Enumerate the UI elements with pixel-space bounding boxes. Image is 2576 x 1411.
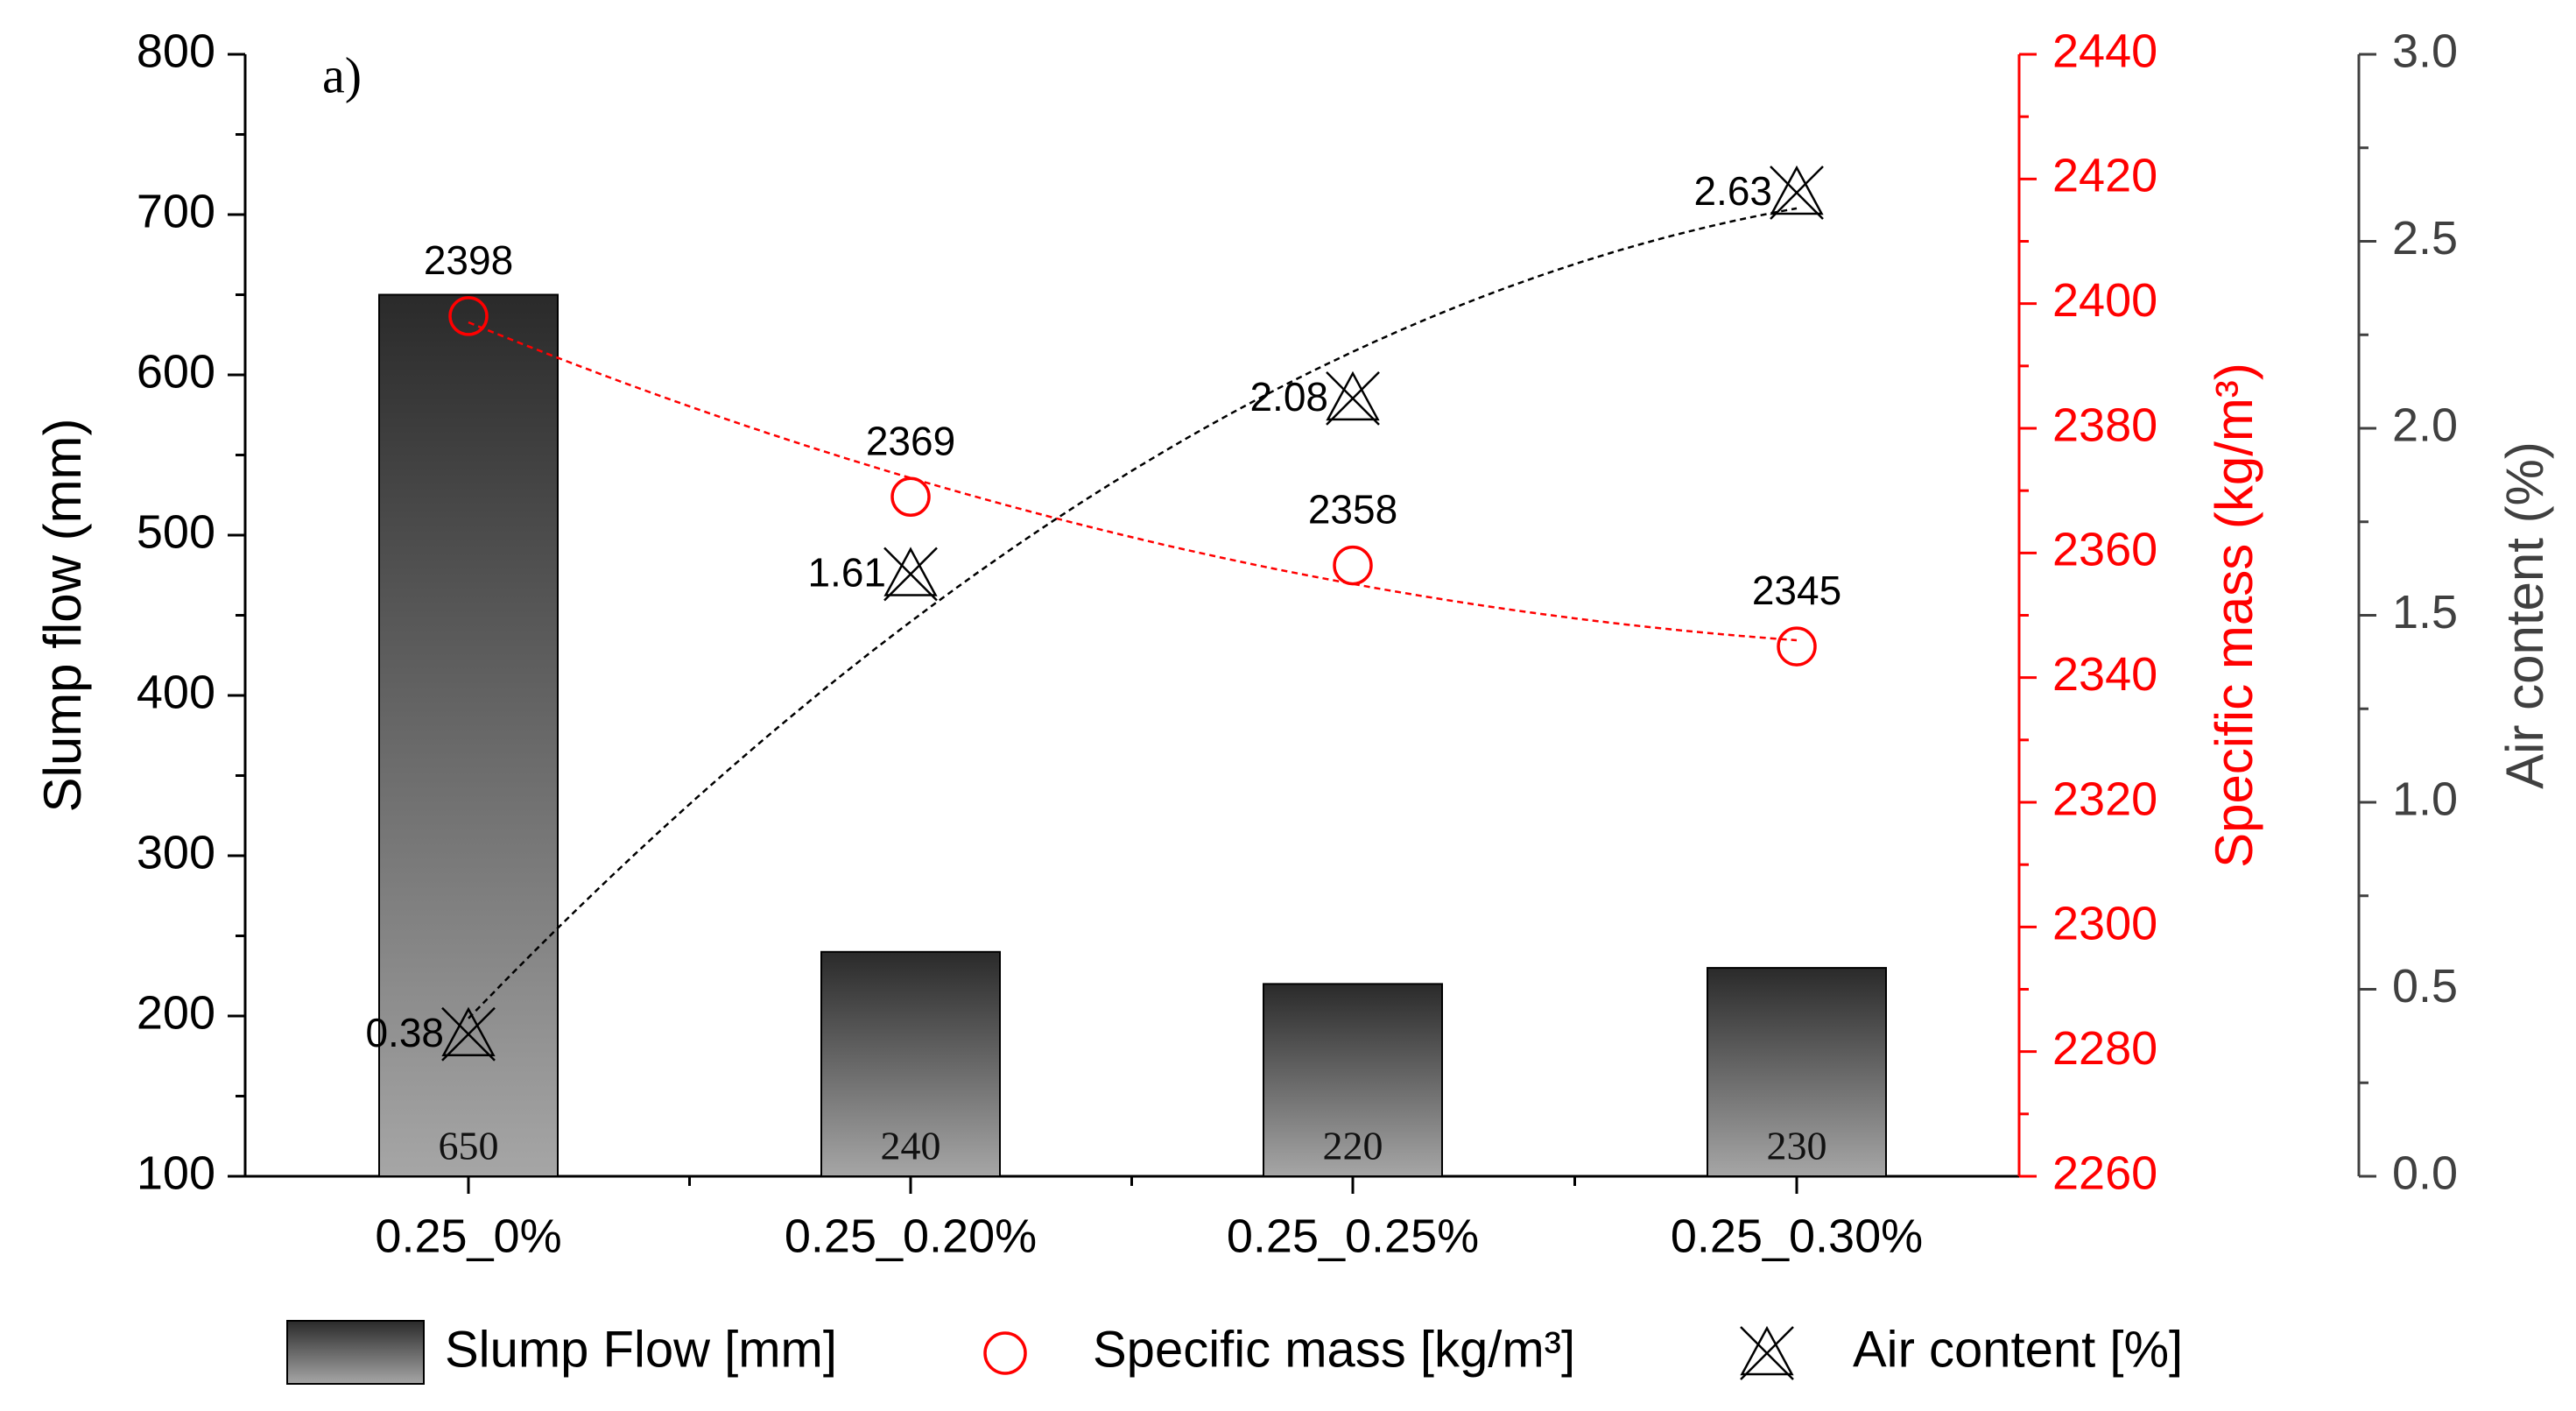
specific-mass-axis-tick-label: 2400 <box>2052 274 2157 327</box>
specific-mass-data-label: 2369 <box>866 418 955 463</box>
slump-flow-bar <box>820 950 1001 1178</box>
specific-mass-axis-tick-label: 2280 <box>2052 1022 2157 1075</box>
x-axis-tick-label: 0.25_0.25% <box>1227 1210 1479 1262</box>
legend-specific-mass-label: Specific mass [kg/m³] <box>1093 1321 1575 1378</box>
specific-mass-trend-line <box>468 321 1798 642</box>
left-axis-tick-label: 500 <box>137 505 215 558</box>
specific-mass-axis-tick-label: 2420 <box>2052 150 2157 202</box>
slump-flow-data-label: 230 <box>1767 1124 1827 1168</box>
marks: 650 240 220 230 2398 2369 2358 2345 0.38 1.61 2.08… <box>365 165 1887 1178</box>
x-axis-tick-label: 0.25_0.30% <box>1671 1210 1923 1262</box>
air-content-axis-tick-label: 1.5 <box>2392 586 2458 638</box>
air-content-axis-tick-label: 2.0 <box>2392 399 2458 451</box>
legend-slump-flow-label: Slump Flow [mm] <box>445 1321 837 1378</box>
air-marker-stroke <box>441 1006 496 1062</box>
slump-flow-data-label: 220 <box>1323 1124 1383 1168</box>
slump-flow-bar <box>1263 983 1443 1178</box>
slump-flow-bar <box>378 293 559 1177</box>
air-content-marker <box>883 547 938 602</box>
left-axis-tick-label: 100 <box>137 1146 215 1199</box>
specific-mass-axis-title: Specific mass (kg/m³) <box>2205 363 2263 868</box>
air-content-data-label: 0.38 <box>365 1010 444 1055</box>
slump-flow-data-label: 650 <box>439 1124 499 1168</box>
legend: Slump Flow [mm] Specific mass [kg/m³] Air … <box>286 1320 2183 1385</box>
air-content-data-label: 1.61 <box>807 550 886 596</box>
specific-mass-marker <box>1777 626 1817 667</box>
legend-slump-flow-swatch <box>286 1320 425 1385</box>
x-axis-tick-label: 0.25_0.20% <box>785 1210 1037 1262</box>
legend-air-content-marker <box>1740 1325 1794 1380</box>
left-axis-tick-label: 200 <box>137 986 215 1039</box>
air-marker-triangle <box>441 1006 496 1056</box>
air-content-marker <box>1326 370 1380 426</box>
air-marker-triangle <box>1740 1325 1794 1376</box>
air-marker-triangle <box>1770 165 1824 215</box>
axes: 100 200 300 400 500 600 700 800 Slump flow (mm) 0… <box>33 25 2554 1262</box>
specific-mass-data-label: 2358 <box>1308 487 1397 533</box>
legend-specific-mass-marker <box>983 1331 1027 1375</box>
left-axis-tick-label: 800 <box>137 25 215 77</box>
air-marker-triangle <box>883 547 938 596</box>
air-content-data-label: 2.08 <box>1249 374 1328 420</box>
specific-mass-marker <box>1333 545 1373 586</box>
air-content-axis-tick-label: 0.5 <box>2392 960 2458 1012</box>
specific-mass-axis-tick-label: 2360 <box>2052 524 2157 576</box>
legend-air-content-label: Air content [%] <box>1853 1321 2183 1378</box>
specific-mass-data-label: 2345 <box>1752 568 1841 613</box>
specific-mass-axis-tick-label: 2440 <box>2052 25 2157 77</box>
air-content-axis-tick-label: 2.5 <box>2392 212 2458 265</box>
air-marker-stroke <box>1770 166 1824 220</box>
air-content-axis-tick-label: 3.0 <box>2392 25 2458 77</box>
left-axis-tick-label: 700 <box>137 185 215 237</box>
air-marker-stroke <box>883 547 938 602</box>
panel-label: a) <box>322 46 362 103</box>
air-marker-stroke <box>1740 1326 1794 1380</box>
left-axis-title: Slump flow (mm) <box>33 418 92 812</box>
air-content-axis-tick-label: 1.0 <box>2392 773 2458 825</box>
air-marker-triangle <box>1326 370 1380 421</box>
specific-mass-axis-tick-label: 2260 <box>2052 1146 2157 1199</box>
specific-mass-marker <box>890 476 931 518</box>
specific-mass-axis-tick-label: 2340 <box>2052 648 2157 701</box>
air-content-marker <box>441 1006 496 1062</box>
slump-flow-data-label: 240 <box>881 1124 941 1168</box>
left-axis-tick-label: 600 <box>137 345 215 398</box>
specific-mass-marker <box>448 296 489 336</box>
specific-mass-axis-tick-label: 2300 <box>2052 898 2157 950</box>
specific-mass-data-label: 2398 <box>424 237 513 283</box>
air-content-marker <box>1770 165 1824 220</box>
slump-flow-bar <box>1707 967 1887 1177</box>
air-content-axis-title: Air content (%) <box>2495 441 2554 789</box>
specific-mass-axis-tick-label: 2380 <box>2052 399 2157 451</box>
x-axis-tick-label: 0.25_0% <box>375 1210 561 1262</box>
air-content-axis-tick-label: 0.0 <box>2392 1146 2458 1199</box>
left-axis-tick-label: 400 <box>137 666 215 718</box>
air-content-trend-line <box>468 207 1798 1019</box>
air-marker-stroke <box>1326 370 1380 426</box>
specific-mass-axis-tick-label: 2320 <box>2052 773 2157 825</box>
left-axis-tick-label: 300 <box>137 826 215 878</box>
air-content-data-label: 2.63 <box>1693 168 1772 214</box>
